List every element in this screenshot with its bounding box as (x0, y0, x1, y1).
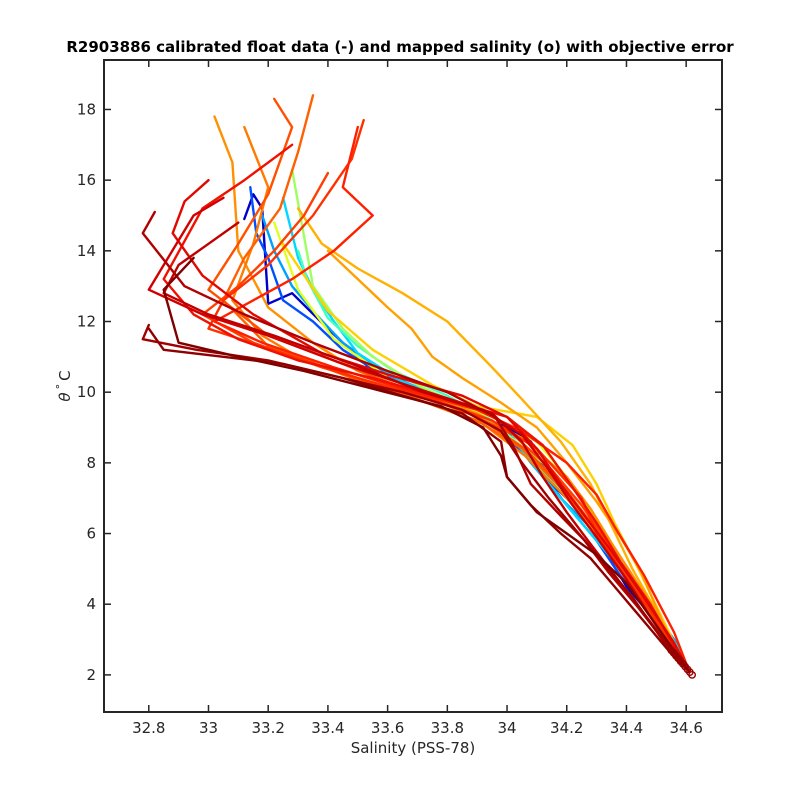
y-tick-label: 18 (77, 100, 96, 118)
y-tick-label: 12 (77, 313, 96, 331)
profile-line-16 (207, 118, 682, 662)
x-tick-label: 34.4 (610, 719, 643, 737)
y-axis-label-degree: ° (54, 384, 67, 390)
x-tick-label: 34.6 (669, 719, 702, 737)
x-axis: 32.8 33 33.2 33.4 33.6 33.8 34 34.2 34.4 34.6 (132, 60, 703, 737)
y-tick-label: 2 (86, 666, 96, 684)
x-tick-label: 33.4 (311, 719, 344, 737)
y-tick-label: 14 (77, 242, 96, 260)
y-tick-label: 8 (86, 454, 96, 472)
y-tick-label: 10 (77, 383, 96, 401)
profile-line-19 (171, 179, 691, 673)
profile-line-22 (141, 210, 691, 673)
deep-cluster-layer (667, 646, 696, 679)
mapped-point (688, 671, 696, 679)
x-tick-label: 33.8 (431, 719, 464, 737)
x-tick-label: 33.2 (251, 719, 284, 737)
profile-line-25 (162, 256, 688, 669)
x-tick-label: 33 (199, 719, 218, 737)
x-axis-label: Salinity (PSS-78) (351, 739, 476, 757)
y-tick-label: 4 (86, 595, 96, 613)
y-axis: 2 4 6 8 10 12 14 16 18 (77, 100, 722, 684)
profile-line-9 (296, 207, 688, 669)
y-tick-label: 16 (77, 171, 96, 189)
profile-line-11 (213, 115, 691, 673)
profile-line-18 (162, 143, 682, 659)
plot-frame (103, 59, 723, 713)
x-tick-label: 34 (497, 719, 516, 737)
chart-title: R2903886 calibrated float data (-) and m… (66, 38, 734, 56)
series-layer (141, 94, 691, 673)
y-axis-label: θ ° C (54, 370, 74, 401)
y-axis-label-unit: C (56, 370, 74, 380)
x-tick-label: 34.2 (550, 719, 583, 737)
x-tick-label: 33.6 (371, 719, 404, 737)
y-axis-label-symbol: θ (56, 392, 74, 401)
y-tick-label: 6 (86, 525, 96, 543)
x-tick-label: 32.8 (132, 719, 165, 737)
